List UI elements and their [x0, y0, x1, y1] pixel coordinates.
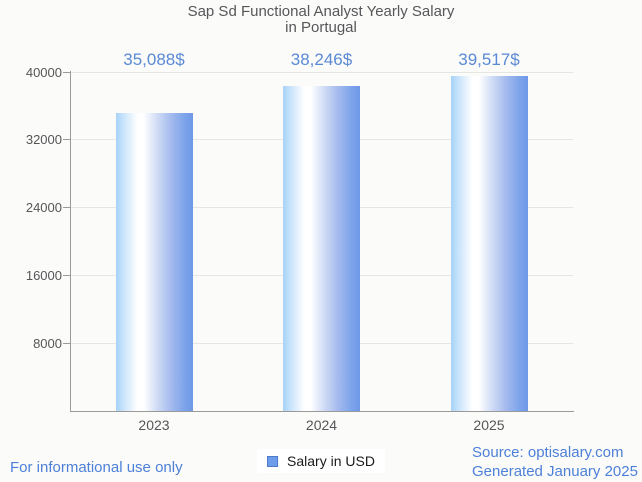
- chart-title: Sap Sd Functional Analyst Yearly Salary …: [187, 3, 455, 36]
- y-tick-label-40000: 40000: [25, 64, 62, 80]
- y-tick-mark-8000: [63, 343, 70, 345]
- generated-text: Generated January 2025: [472, 463, 638, 480]
- source-block: Source: optisalary.com Generated January…: [472, 443, 638, 481]
- value-label-2025: 39,517$: [458, 50, 520, 69]
- bar-2025[interactable]: [450, 75, 528, 411]
- legend: Salary in USD: [257, 449, 385, 473]
- y-tick-label-32000: 32000: [25, 132, 62, 148]
- disclaimer-text: For informational use only: [10, 459, 183, 476]
- value-label-2024: 38,246$: [290, 50, 353, 69]
- y-tick-mark-24000: [63, 207, 70, 209]
- y-axis-line: [70, 71, 71, 411]
- bar-2023[interactable]: [115, 113, 193, 411]
- value-label-2023: 35,088$: [123, 50, 185, 69]
- y-tick-mark-32000: [63, 139, 70, 141]
- legend-swatch-icon: [267, 455, 279, 467]
- legend-label: Salary in USD: [287, 453, 375, 469]
- bar-2024[interactable]: [283, 86, 360, 411]
- y-tick-label-16000: 16000: [25, 268, 62, 284]
- x-axis-line: [70, 411, 574, 412]
- y-tick-label-24000: 24000: [25, 200, 62, 216]
- x-tick-label-2025: 2025: [473, 417, 505, 433]
- x-tick-label-2024: 2024: [305, 417, 338, 433]
- x-tick-label-2023: 2023: [138, 417, 170, 433]
- gridline-40000: [70, 71, 573, 73]
- y-tick-mark-40000: [63, 71, 70, 73]
- y-tick-label-8000: 8000: [33, 336, 62, 352]
- y-tick-mark-16000: [63, 275, 70, 277]
- source-text: Source: optisalary.com: [472, 444, 624, 461]
